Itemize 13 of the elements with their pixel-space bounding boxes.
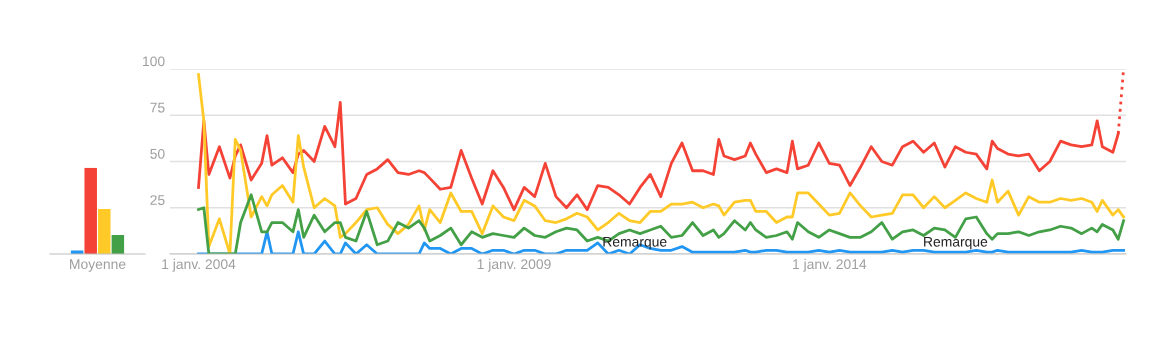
x-tick-label: Moyenne [70,259,126,272]
annotation: Remarque [603,236,667,250]
x-tick-label: 1 janv. 2009 [477,258,551,272]
y-tick-label: 100 [143,56,165,67]
bar [111,235,125,254]
y-tick-label: 50 [150,148,165,159]
x-tick-label: 1 janv. 2014 [793,258,867,272]
y-tick-label: 75 [150,102,165,113]
annotation: Remarque [924,236,988,250]
x-tick-label: 1 janv. 2004 [162,258,236,272]
bar [84,167,97,254]
y-tick-label: 25 [150,195,165,205]
bar [98,209,111,254]
